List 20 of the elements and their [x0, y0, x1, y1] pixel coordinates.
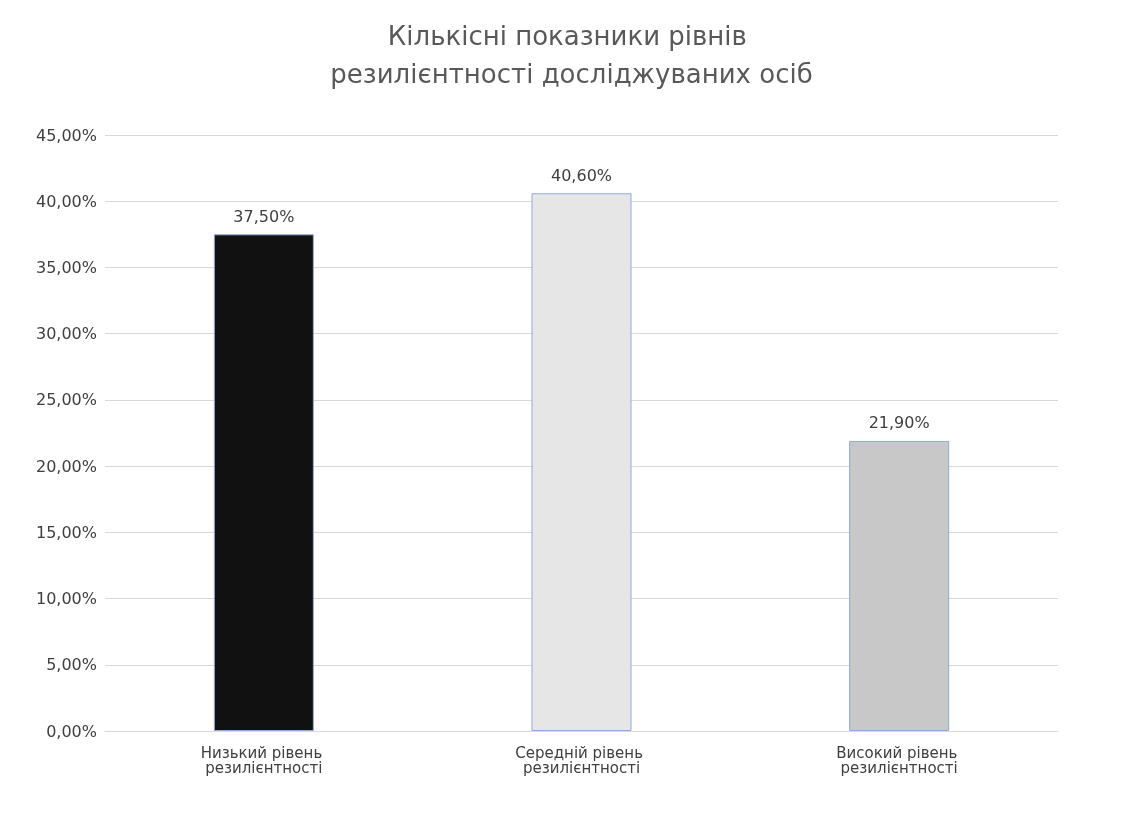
y-tick-label: 0,00% [46, 721, 97, 741]
x-tick-label: Низький рівень резилієнтності [200, 743, 328, 777]
data-label: 37,50% [233, 206, 295, 226]
y-tick-label: 40,00% [35, 191, 97, 211]
y-tick-label: 30,00% [35, 324, 97, 344]
bar [849, 440, 950, 731]
y-tick-label: 35,00% [35, 257, 97, 277]
y-tick-label: 25,00% [35, 390, 97, 410]
y-tick-label: 45,00% [35, 125, 97, 145]
x-tick-label: Середній рівень резилієнтності [515, 743, 648, 777]
data-label: 21,90% [868, 413, 930, 433]
x-tick-label: Високий рівень резилієнтності [836, 743, 963, 777]
data-label: 40,60% [550, 165, 613, 185]
bar [213, 234, 314, 731]
y-tick-label: 10,00% [35, 589, 97, 609]
y-tick-label: 15,00% [35, 522, 97, 542]
y-tick-label: 5,00% [46, 655, 97, 675]
y-tick-label: 20,00% [35, 456, 97, 476]
chart-title: Кількісні показники рівнів резилієнтності досліджуваних осіб [330, 21, 813, 89]
bar [531, 193, 632, 731]
